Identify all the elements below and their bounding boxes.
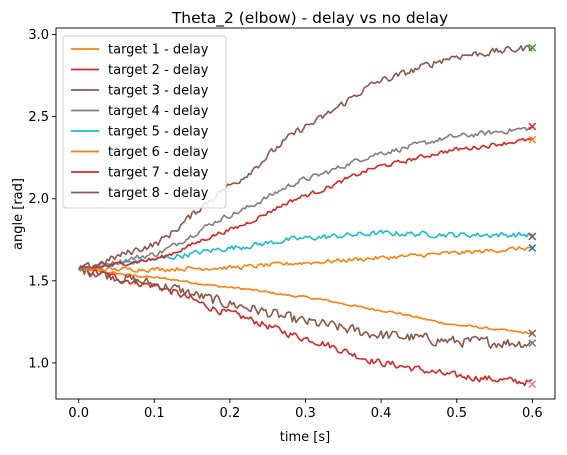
series-line-5 [78, 229, 533, 272]
x-axis-label: time [s] [280, 430, 330, 445]
series-line-6 [78, 246, 533, 273]
y-tick-label-2: 2.0 [28, 192, 49, 207]
target-marker-1 [528, 43, 537, 52]
series-line-8 [77, 44, 533, 270]
x-tick-label-1: 0.1 [144, 406, 165, 421]
target-marker-3 [528, 135, 537, 144]
y-tick-label-4: 3.0 [28, 28, 49, 43]
x-tick-label-4: 0.4 [371, 406, 392, 421]
legend-label: target 6 - delay [108, 145, 209, 160]
target-marker-2 [528, 122, 537, 131]
series-line-1 [78, 267, 533, 335]
x-tick-label-0: 0.0 [68, 406, 89, 421]
target-marker-6 [528, 244, 537, 252]
x-tick-label-6: 0.6 [522, 406, 543, 421]
target-marker-9 [528, 380, 537, 389]
target-marker-8 [528, 339, 537, 348]
y-axis: 1.0 1.5 2.0 2.5 3.0 [28, 28, 56, 371]
chart-title: Theta_2 (elbow) - delay vs no delay [171, 9, 448, 28]
target-marker-7 [528, 329, 537, 338]
legend-entry-2: target 2 - delay [71, 63, 209, 78]
legend-label: target 2 - delay [108, 63, 209, 78]
legend-entry-8: target 8 - delay [71, 186, 209, 201]
legend-label: target 4 - delay [108, 104, 209, 119]
legend-entry-1: target 1 - delay [71, 43, 209, 58]
target-marker-5 [528, 232, 537, 241]
legend-entry-3: target 3 - delay [71, 84, 209, 99]
legend-entry-4: target 4 - delay [71, 104, 209, 119]
legend-label: target 3 - delay [108, 84, 209, 99]
legend-box [62, 35, 227, 209]
target-markers [528, 43, 537, 389]
series-line-4 [78, 126, 533, 272]
series-line-7 [78, 137, 533, 270]
legend: target 1 - delay target 2 - delay target 3… [62, 35, 227, 209]
legend-label: target 8 - delay [108, 186, 209, 201]
x-tick-label-3: 0.3 [295, 406, 316, 421]
legend-label: target 7 - delay [108, 166, 209, 181]
y-axis-label: angle [rad] [11, 178, 26, 250]
x-axis: 0.0 0.1 0.2 0.3 0.4 0.5 0.6 [68, 399, 543, 421]
y-tick-label-3: 2.5 [28, 110, 49, 125]
y-tick-label-0: 1.0 [28, 356, 49, 371]
legend-entry-5: target 5 - delay [71, 125, 209, 140]
x-tick-label-2: 0.2 [220, 406, 241, 421]
series-line-2 [78, 265, 533, 387]
series-layer [77, 44, 533, 387]
y-tick-label-1: 1.5 [28, 274, 49, 289]
legend-entry-7: target 7 - delay [71, 166, 209, 181]
legend-label: target 5 - delay [108, 125, 209, 140]
legend-label: target 1 - delay [108, 43, 209, 58]
series-line-3 [78, 266, 533, 350]
x-tick-label-5: 0.5 [446, 406, 467, 421]
legend-entry-6: target 6 - delay [71, 145, 209, 160]
